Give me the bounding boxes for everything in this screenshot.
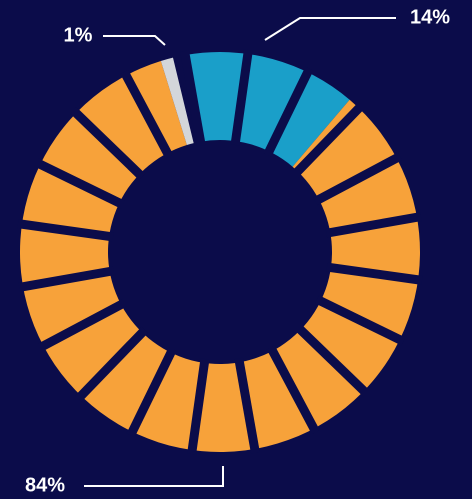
gap [234,357,260,454]
gap [37,298,127,352]
value-label: 1% [64,24,93,46]
gaps [17,49,423,455]
callout-line [103,35,166,46]
gap [294,323,370,397]
callout-line [84,466,224,487]
gap [180,50,206,147]
donut-segment [160,57,194,146]
labels: 14% 84% 1% [25,6,450,496]
gap [187,358,210,455]
value-label: 14% [410,6,450,28]
gap [120,69,174,159]
callout-line [264,17,396,41]
gap [291,102,365,178]
gap [70,107,146,181]
gap [17,219,114,242]
gap [326,262,423,285]
gap [18,266,115,292]
gap [34,158,125,209]
gap [126,347,177,438]
gap [230,49,253,146]
gap [75,326,149,402]
gap [315,295,406,346]
gap [325,212,422,238]
gap [263,66,314,157]
gap [266,345,320,435]
value-label: 84% [25,474,65,496]
gap [313,152,403,206]
